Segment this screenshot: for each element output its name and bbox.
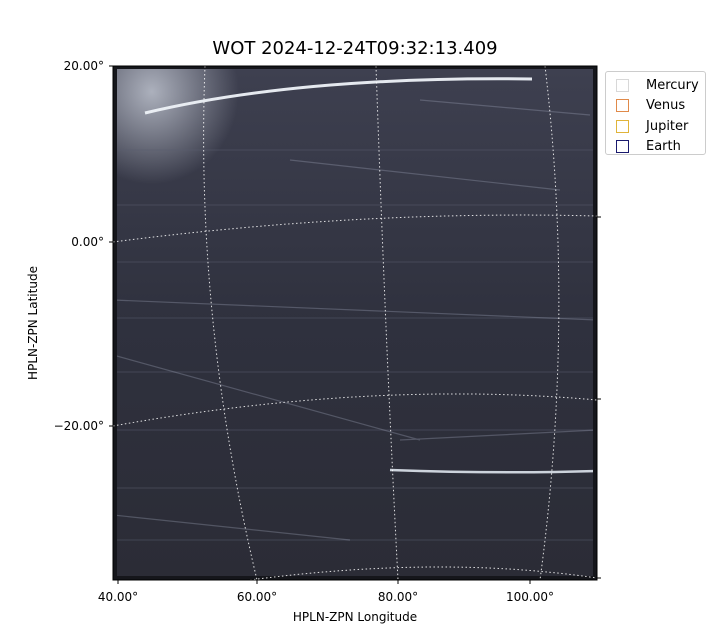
y-axis-label: HPLN-ZPN Latitude [26, 266, 40, 380]
legend: Mercury Venus Jupiter Earth [605, 71, 706, 155]
y-tick-label: 20.00° [64, 59, 104, 73]
y-tick-label: 0.00° [71, 235, 104, 249]
chart-title: WOT 2024-12-24T09:32:13.409 [212, 38, 498, 59]
legend-swatch [616, 140, 629, 154]
legend-label: Earth [646, 139, 681, 155]
bright-streak-bottom [389, 468, 597, 474]
y-tick-label: −20.00° [54, 419, 104, 433]
plot-frame [112, 65, 598, 581]
sky-image [113, 66, 597, 580]
legend-item-venus: Venus [616, 96, 705, 117]
legend-item-jupiter: Jupiter [616, 116, 705, 137]
x-tick-label: 40.00° [98, 590, 138, 604]
legend-label: Venus [646, 98, 686, 114]
x-tick-label: 60.00° [237, 590, 277, 604]
x-axis-label: HPLN-ZPN Longitude [293, 610, 417, 624]
legend-label: Jupiter [646, 118, 689, 134]
legend-item-earth: Earth [616, 137, 705, 158]
legend-label: Mercury [646, 77, 699, 93]
legend-swatch [616, 78, 629, 92]
bright-streak-top [144, 77, 533, 115]
grid-lines [113, 66, 597, 580]
legend-swatch [616, 119, 629, 133]
x-tick-label: 80.00° [378, 590, 418, 604]
legend-swatch [616, 99, 629, 113]
x-tick-label: 100.00° [506, 590, 554, 604]
legend-item-mercury: Mercury [616, 75, 705, 96]
